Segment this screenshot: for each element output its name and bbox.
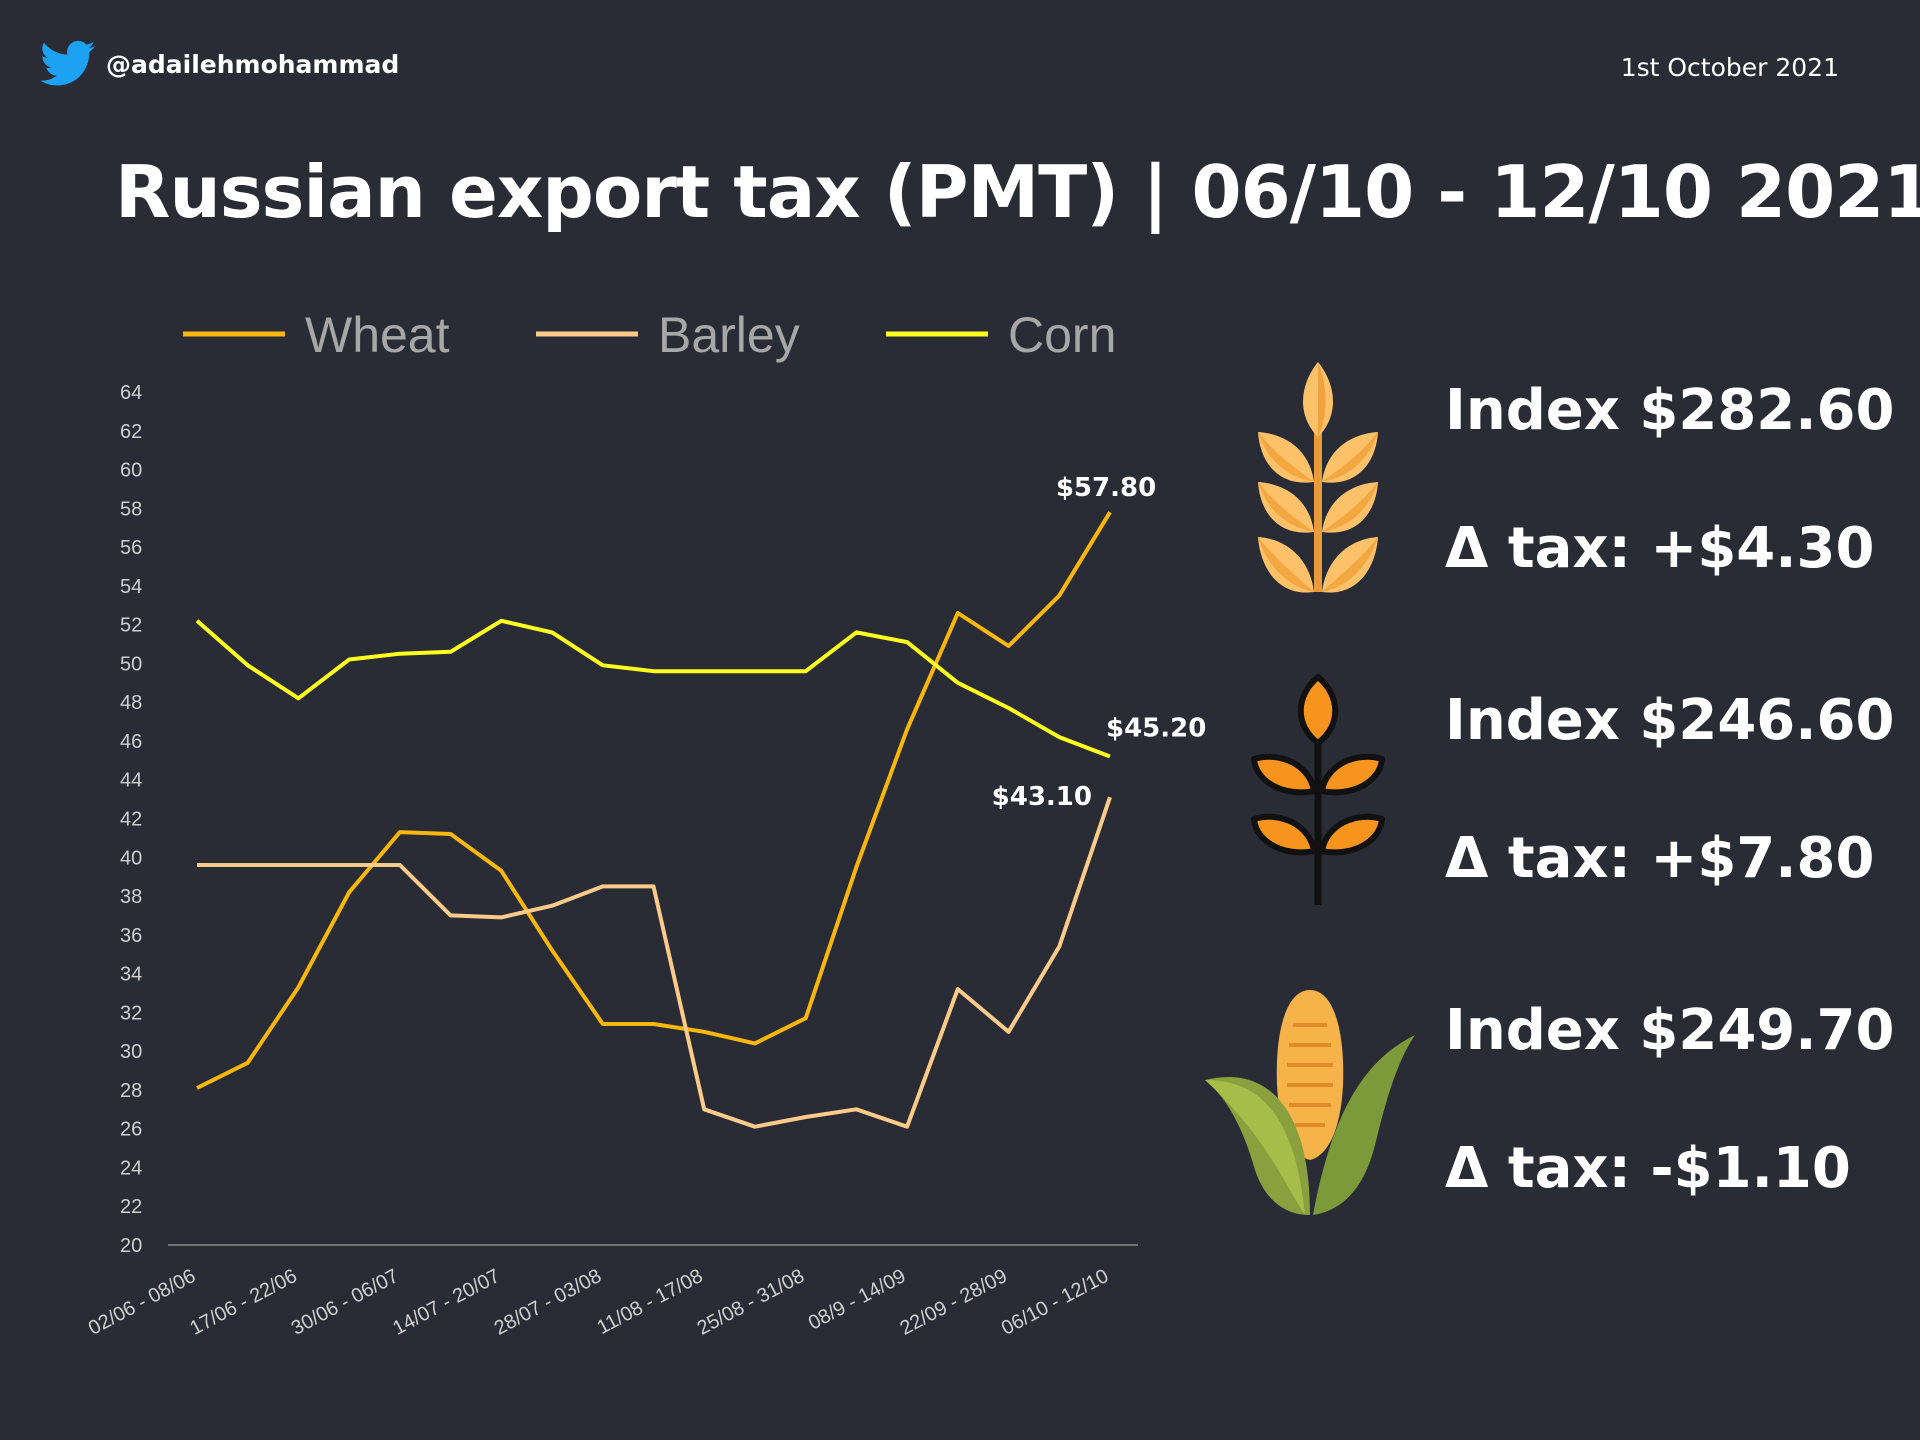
corn-icon [1205,990,1415,1215]
x-tick-label: 06/10 - 12/10 [998,1265,1112,1340]
y-tick-label: 38 [120,886,142,908]
y-tick-label: 56 [120,537,142,559]
y-tick-label: 64 [120,382,142,404]
y-tick-label: 54 [120,576,142,598]
x-tick-label: 11/08 - 17/08 [593,1265,706,1339]
wheat-delta-tax: Δ tax: +$4.30 [1445,516,1875,581]
legend-label-wheat: Wheat [305,307,450,363]
y-tick-label: 32 [120,1002,142,1024]
y-tick-label: 24 [120,1157,142,1179]
y-tick-label: 58 [120,498,142,520]
chart-legend: Wheat Barley Corn [183,307,1116,363]
legend-label-barley: Barley [658,307,800,363]
x-tick-label: 22/09 - 28/09 [896,1265,1010,1340]
y-tick-label: 20 [120,1235,142,1257]
y-tick-label: 28 [120,1080,142,1102]
date-text: 1st October 2021 [1620,53,1839,82]
series-line-wheat [196,511,1112,1090]
barley-delta-tax: Δ tax: +$7.80 [1445,826,1875,891]
y-tick-label: 50 [120,653,142,675]
y-tick-label: 40 [120,847,142,869]
page-title: Russian export tax (PMT) | 06/10 - 12/10… [115,150,1920,234]
y-tick-label: 62 [120,421,142,443]
y-tick-label: 36 [120,925,142,947]
data-label-corn: $45.20 [1106,713,1206,743]
y-tick-label: 52 [120,615,142,637]
y-tick-label: 34 [120,964,142,986]
wheat-index: Index $282.60 [1445,378,1895,443]
data-label-barley: $43.10 [992,782,1092,812]
legend-label-corn: Corn [1008,307,1116,363]
corn-delta-tax: Δ tax: -$1.10 [1445,1136,1851,1201]
x-tick-label: 14/07 - 20/07 [389,1265,503,1340]
twitter-bird-icon [40,40,96,86]
x-tick-label: 30/06 - 06/07 [288,1265,402,1340]
corn-index: Index $249.70 [1445,998,1895,1063]
y-tick-label: 46 [120,731,142,753]
x-tick-label: 17/06 - 22/06 [186,1265,300,1340]
chart-series [195,511,1112,1129]
y-axis-ticks: 20 22 24 26 28 30 32 34 36 38 40 42 44 46 48 50 52 54 56 58… [120,382,142,1257]
y-tick-label: 60 [120,460,142,482]
x-tick-label: 28/07 - 03/08 [491,1265,605,1340]
y-tick-label: 42 [120,809,142,831]
x-tick-label: 02/06 - 08/06 [85,1265,199,1340]
wheat-icon [1258,362,1378,593]
barley-index: Index $246.60 [1445,688,1895,753]
chart-end-labels: $57.80 $43.10 $45.20 [992,473,1207,812]
x-tick-label: 25/08 - 31/08 [694,1265,808,1340]
twitter-handle: @adailehmohammad [40,40,399,88]
handle-text: @adailehmohammad [106,49,400,79]
x-tick-label: 08/9 - 14/09 [805,1265,910,1335]
barley-icon [1251,674,1385,905]
y-tick-label: 44 [120,770,142,792]
series-line-corn [195,618,1111,759]
y-tick-label: 22 [120,1196,142,1218]
y-tick-label: 48 [120,692,142,714]
y-tick-label: 26 [120,1119,142,1141]
series-line-barley [197,796,1112,1129]
y-tick-label: 30 [120,1041,142,1063]
data-label-wheat: $57.80 [1056,473,1156,503]
